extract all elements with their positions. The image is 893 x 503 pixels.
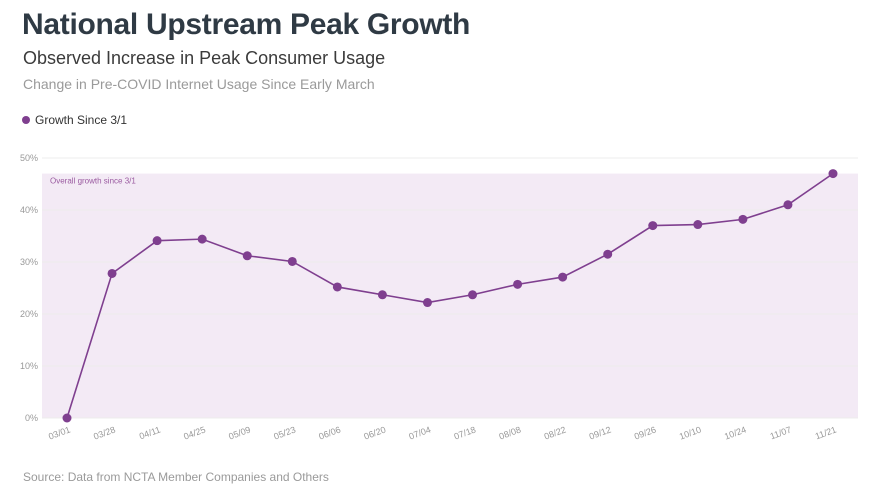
data-point <box>468 290 478 300</box>
data-point <box>422 298 432 308</box>
growth-band <box>42 173 858 418</box>
data-point <box>513 279 523 289</box>
x-tick-label: 11/07 <box>769 424 793 441</box>
data-point <box>62 413 72 423</box>
x-tick-label: 07/04 <box>408 424 433 441</box>
data-point <box>738 214 748 224</box>
data-point <box>377 290 387 300</box>
legend-label: Growth Since 3/1 <box>35 113 128 127</box>
x-tick-label: 08/08 <box>498 424 523 441</box>
x-tick-label: 09/26 <box>633 424 658 441</box>
chart-title: National Upstream Peak Growth <box>22 8 471 41</box>
x-tick-label: 06/20 <box>363 424 388 441</box>
y-tick-label: 30% <box>20 257 38 267</box>
y-tick-label: 40% <box>20 205 38 215</box>
data-point <box>648 221 658 231</box>
y-tick-label: 0% <box>25 413 38 423</box>
data-point <box>287 256 297 266</box>
legend[interactable]: Growth Since 3/1 <box>22 113 127 127</box>
data-point <box>242 251 252 261</box>
data-point <box>107 268 117 278</box>
x-tick-label: 11/21 <box>814 424 838 441</box>
legend-marker-icon <box>22 116 30 124</box>
y-tick-label: 50% <box>20 153 38 163</box>
x-tick-label: 03/28 <box>92 424 117 441</box>
data-point <box>783 200 793 210</box>
x-tick-label: 08/22 <box>543 424 568 441</box>
x-tick-label: 05/09 <box>227 424 252 441</box>
data-point <box>197 234 207 244</box>
chart-subtitle: Observed Increase in Peak Consumer Usage <box>23 48 386 68</box>
x-tick-label: 05/23 <box>272 424 297 441</box>
band-label: Overall growth since 3/1 <box>50 177 136 186</box>
data-point <box>152 236 162 246</box>
y-tick-label: 10% <box>20 361 38 371</box>
x-tick-label: 07/18 <box>453 424 478 441</box>
x-tick-label: 04/25 <box>182 424 207 441</box>
series-line <box>66 172 834 419</box>
x-tick-label: 03/01 <box>47 424 72 441</box>
x-tick-label: 10/10 <box>678 424 703 441</box>
data-point <box>558 272 568 282</box>
data-point <box>693 220 703 230</box>
source-note: Source: Data from NCTA Member Companies … <box>23 470 329 484</box>
x-tick-label: 09/12 <box>588 424 613 441</box>
x-tick-label: 10/24 <box>723 424 748 441</box>
x-tick-label: 06/06 <box>317 424 342 441</box>
data-point <box>828 169 838 179</box>
y-tick-label: 20% <box>20 309 38 319</box>
data-point <box>332 282 342 292</box>
x-tick-label: 04/11 <box>138 424 162 441</box>
chart-description: Change in Pre-COVID Internet Usage Since… <box>23 76 375 92</box>
data-point <box>603 249 613 259</box>
